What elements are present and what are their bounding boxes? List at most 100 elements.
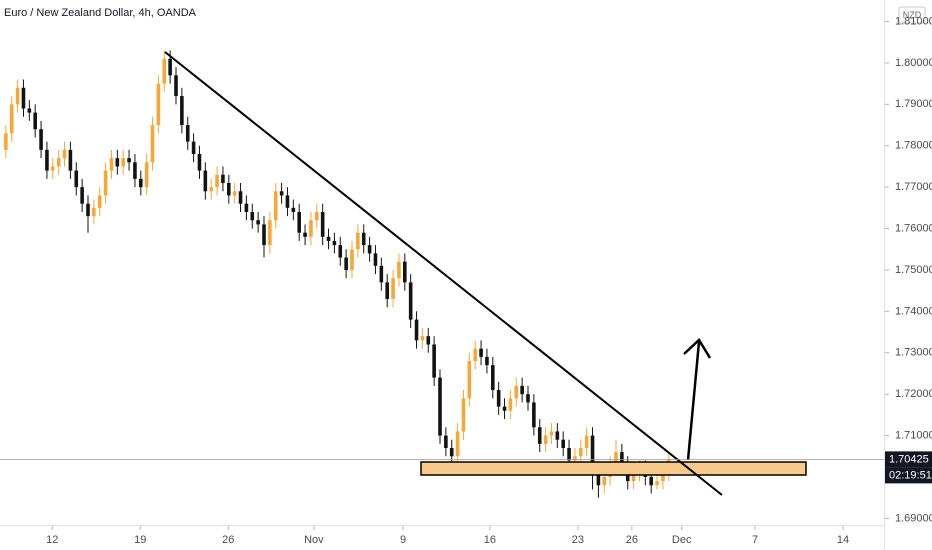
candle-body [549, 431, 554, 436]
candle-body [45, 149, 49, 171]
candle-body [86, 203, 90, 217]
candle-body [350, 249, 354, 270]
candle-body [250, 211, 255, 221]
candle-body [203, 170, 208, 192]
candle-body [150, 125, 155, 163]
candle-body [461, 398, 466, 432]
x-tick-label: 23 [572, 534, 584, 546]
candle-body [526, 394, 530, 403]
candle-body [256, 220, 260, 225]
candle-body [162, 58, 167, 84]
x-tick-label: 26 [626, 534, 638, 546]
arrow-head [683, 338, 712, 359]
candle-body [408, 282, 413, 320]
y-tick-label: 1.77000 [895, 181, 932, 193]
candle-body [197, 154, 202, 171]
candle-body [397, 261, 401, 279]
x-tick-label: 19 [134, 534, 146, 546]
candle-body [467, 361, 472, 399]
candle-body [420, 336, 425, 341]
candle-body [403, 261, 407, 283]
candle-body [209, 187, 213, 192]
x-tick-label: 26 [222, 534, 234, 546]
y-tick-label: 1.72000 [895, 388, 932, 400]
candle-body [80, 187, 84, 204]
candle-body [309, 220, 313, 237]
candle-body [315, 211, 319, 221]
x-tick-label: 16 [484, 534, 496, 546]
candle-body [133, 162, 137, 179]
y-tick-label: 1.71000 [895, 429, 932, 441]
candle-body [491, 365, 495, 391]
candle-body [385, 282, 389, 299]
candle-body [444, 435, 448, 448]
candle-body [502, 406, 507, 411]
y-tick-label: 1.79000 [895, 98, 932, 110]
candle-body [584, 435, 589, 448]
candle-body [614, 452, 618, 465]
candle-body [244, 203, 249, 212]
candle-body [579, 447, 583, 457]
candle-body [56, 158, 61, 167]
candle-body [103, 170, 108, 196]
trend-line [164, 51, 723, 496]
candle-body [9, 104, 14, 134]
y-tick-label: 1.81000 [895, 15, 932, 27]
candle-body [156, 83, 161, 126]
candle-body [109, 158, 114, 171]
candle-body [620, 452, 624, 465]
arrow-shaft [686, 341, 701, 461]
candle-body [508, 398, 513, 411]
x-tick-label: Dec [672, 534, 692, 546]
x-tick-label: 9 [400, 534, 406, 546]
candle-body [74, 170, 79, 188]
candle-body [379, 265, 384, 283]
y-tick-label: 1.80000 [895, 57, 932, 69]
candle-body [631, 472, 636, 482]
candle-body [543, 435, 548, 444]
y-tick-label: 1.78000 [895, 140, 932, 152]
support-zone [420, 461, 807, 476]
candle-body [174, 75, 178, 97]
candle-body [185, 125, 190, 142]
x-tick-label: Nov [304, 534, 324, 546]
candle-body [139, 178, 143, 188]
candle-body [602, 476, 607, 486]
candle-body [68, 149, 73, 171]
candle-body [97, 195, 102, 208]
candle-body [514, 385, 519, 399]
y-tick-label: 1.69000 [895, 512, 932, 524]
candle-body [661, 472, 665, 482]
candle-body [303, 232, 307, 237]
x-tick-label: 12 [46, 534, 58, 546]
candle-body [320, 211, 325, 237]
candle-body [285, 195, 290, 208]
candle-body [62, 149, 67, 159]
last-price-label: 1.70425 [889, 453, 929, 465]
candle-body [51, 166, 55, 171]
candle-body [520, 385, 524, 395]
countdown-box [885, 467, 932, 484]
candle-body [590, 435, 595, 473]
candle-body [21, 87, 26, 109]
candle-body [262, 224, 266, 246]
candle-body [414, 319, 419, 341]
candle-body [180, 96, 184, 126]
candle-body [655, 481, 659, 486]
candle-body [121, 158, 125, 167]
currency-badge[interactable] [898, 6, 926, 24]
candle-body [473, 348, 477, 362]
x-tick-label: 7 [752, 534, 758, 546]
y-tick-label: 1.74000 [895, 305, 932, 317]
last-price-box [885, 451, 932, 468]
candle-body [479, 348, 483, 357]
candle-body [227, 183, 231, 196]
candle-body [455, 431, 460, 457]
candle-body [144, 162, 149, 188]
candle-body [191, 141, 196, 155]
candle-body [332, 240, 337, 246]
candle-body [567, 447, 571, 461]
candle-body [273, 191, 278, 221]
candle-body [238, 191, 243, 204]
